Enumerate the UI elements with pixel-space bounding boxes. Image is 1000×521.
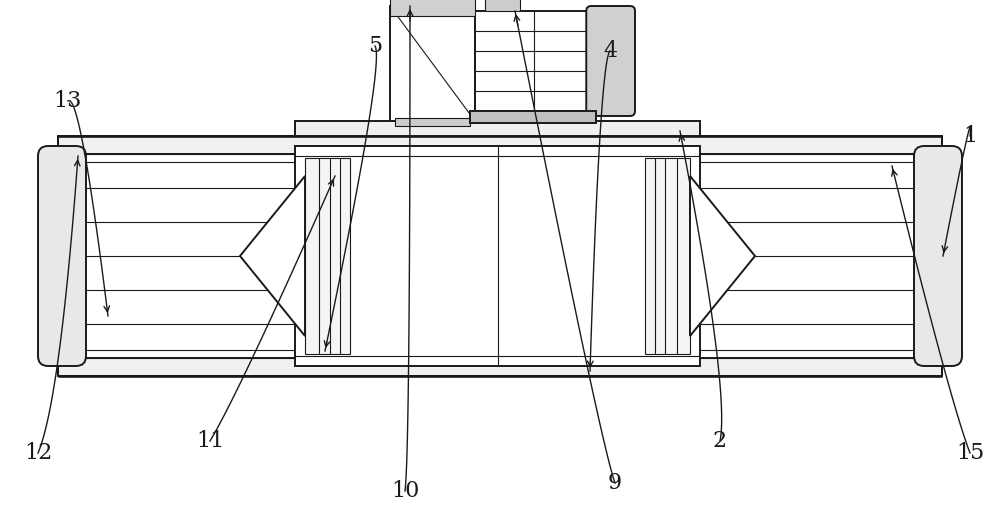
Text: 1: 1 xyxy=(963,125,977,147)
Bar xyxy=(470,111,596,123)
Bar xyxy=(485,0,520,11)
Text: 13: 13 xyxy=(54,90,82,112)
Bar xyxy=(390,6,475,121)
Text: 9: 9 xyxy=(608,472,622,494)
Polygon shape xyxy=(240,176,305,336)
Bar xyxy=(305,158,350,354)
Bar xyxy=(295,146,700,366)
FancyBboxPatch shape xyxy=(586,6,635,116)
FancyBboxPatch shape xyxy=(38,146,86,366)
Bar xyxy=(645,158,690,354)
Text: 5: 5 xyxy=(368,35,382,57)
Text: 2: 2 xyxy=(713,430,727,452)
Polygon shape xyxy=(690,176,755,336)
Bar xyxy=(390,0,475,16)
Text: 15: 15 xyxy=(956,442,984,464)
Bar xyxy=(395,118,470,126)
Bar xyxy=(475,11,591,111)
Text: 12: 12 xyxy=(24,442,52,464)
Text: 11: 11 xyxy=(196,430,224,452)
FancyBboxPatch shape xyxy=(914,146,962,366)
Bar xyxy=(58,136,942,154)
Bar xyxy=(58,358,942,376)
Bar xyxy=(295,121,700,136)
Text: 10: 10 xyxy=(391,480,419,502)
Text: 4: 4 xyxy=(603,40,617,62)
